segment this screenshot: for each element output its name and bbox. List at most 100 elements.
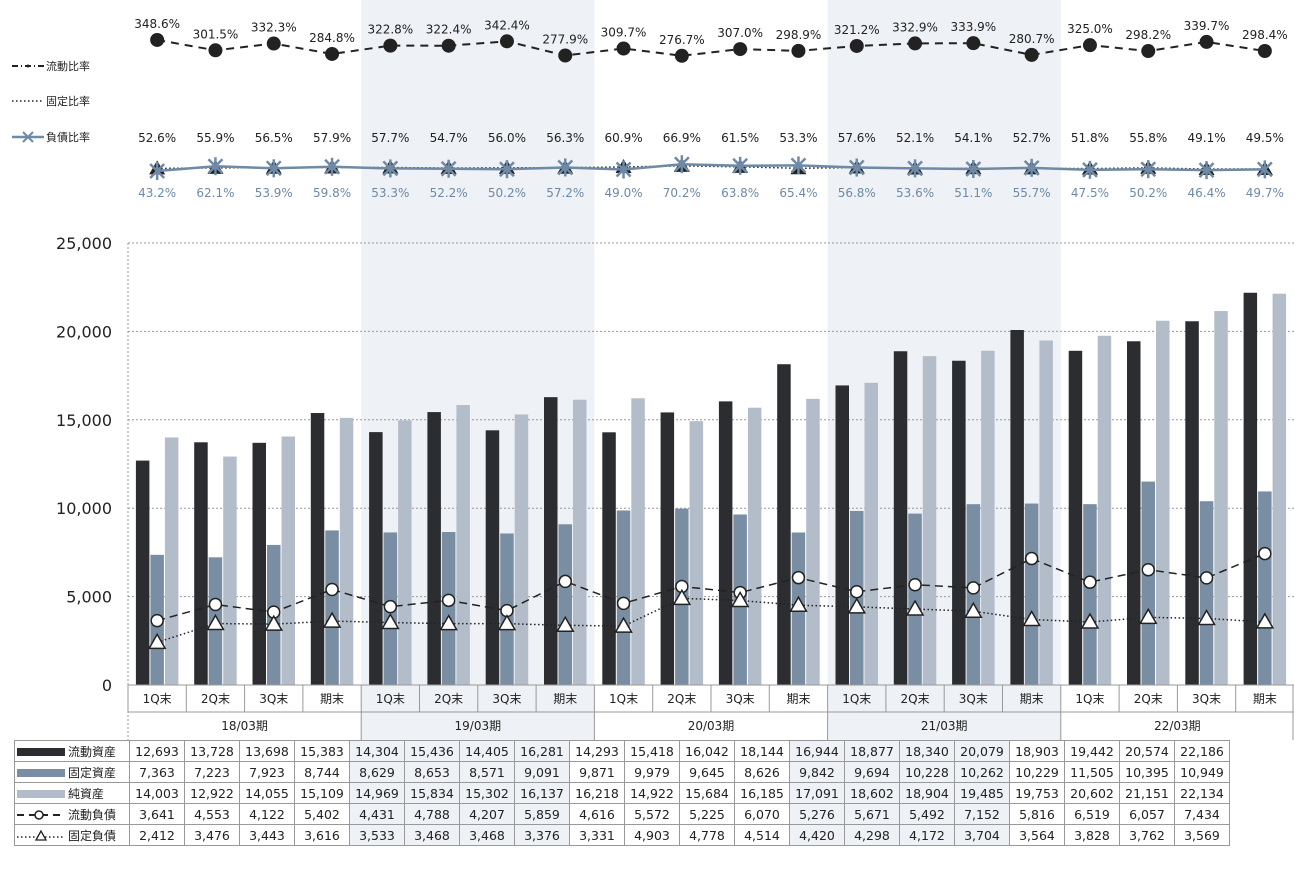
bar — [485, 430, 500, 685]
y-tick-label: 20,000 — [56, 322, 112, 341]
current-ratio-label: 342.4% — [484, 18, 530, 32]
current-ratio-label: 284.8% — [309, 31, 355, 45]
current-ratio-point — [266, 36, 281, 51]
current-ratio-label: 298.2% — [1125, 28, 1171, 42]
row-label-text: 流動資産 — [68, 744, 117, 759]
table-cell: 3,569 — [1174, 824, 1230, 846]
y-tick-label: 5,000 — [66, 588, 112, 607]
table-cell: 3,468 — [404, 824, 460, 846]
legend-marker — [26, 64, 30, 68]
current-liabilities-point — [325, 582, 339, 597]
current-liabilities-point — [1083, 575, 1097, 589]
table-cell: 8,571 — [459, 761, 515, 783]
bar — [1214, 311, 1228, 685]
fixed-liabilities-line — [156, 597, 1265, 644]
table-row: 流動負債 3,641 4,553 4,122 5,402 4,431 4,788 4,207 5… — [14, 803, 1230, 825]
debt-ratio-label: 63.8% — [721, 186, 759, 200]
bar — [835, 385, 849, 685]
current-ratio-line — [156, 38, 1266, 57]
period-label: 20/03期 — [688, 719, 735, 733]
row-label: 固定負債 — [14, 824, 130, 846]
table-cell: 7,152 — [954, 803, 1010, 825]
bar — [427, 412, 441, 685]
bar — [1199, 501, 1214, 685]
fixed-liabilities-point — [147, 632, 167, 650]
table-cell: 17,091 — [789, 782, 845, 804]
fixed-liabilities-point — [1022, 610, 1041, 627]
debt-ratio-point — [1023, 158, 1040, 177]
bar — [1097, 335, 1112, 685]
legend-item: 負債比率 — [12, 130, 90, 144]
debt-ratio-label: 50.2% — [1129, 186, 1167, 200]
period-label: 22/03期 — [1154, 719, 1201, 733]
fixed-liabilities-point — [789, 595, 808, 612]
current-liabilities-point — [441, 593, 456, 608]
table-cell: 3,828 — [1064, 824, 1120, 846]
table-cell: 3,564 — [1009, 824, 1065, 846]
table-cell: 2,412 — [129, 824, 185, 846]
fixed-ratio-label: 56.3% — [546, 131, 584, 145]
current-liabilities-point — [150, 613, 164, 628]
bar — [456, 405, 470, 685]
table-cell: 3,331 — [569, 824, 625, 846]
current-ratio-label: 298.9% — [776, 28, 822, 42]
table-cell: 16,281 — [514, 740, 570, 762]
table-cell: 14,969 — [349, 782, 405, 804]
table-cell: 14,304 — [349, 740, 405, 762]
current-ratio-point — [441, 38, 456, 53]
fixed-ratio-label: 61.5% — [721, 131, 759, 145]
current-ratio-label: 301.5% — [193, 27, 239, 41]
fixed-ratio-label: 49.1% — [1187, 131, 1225, 145]
table-cell: 15,302 — [459, 782, 515, 804]
data-table: 流動資産 12,693 13,728 13,698 15,383 14,304 15,436… — [14, 740, 1230, 846]
legend-label: 固定比率 — [46, 94, 90, 108]
bar — [339, 417, 354, 685]
current-liabilities-point — [1141, 562, 1155, 577]
table-cell: 14,405 — [459, 740, 515, 762]
table-cell: 15,436 — [404, 740, 460, 762]
bar — [1083, 504, 1097, 685]
fixed-ratio-label: 56.5% — [255, 131, 293, 145]
table-cell: 5,402 — [294, 803, 350, 825]
table-cell: 10,229 — [1009, 761, 1065, 783]
table-cell: 3,533 — [349, 824, 405, 846]
current-ratio-point — [208, 43, 223, 58]
debt-ratio-point — [790, 156, 807, 175]
table-row: 流動資産 12,693 13,728 13,698 15,383 14,304 15,436… — [14, 740, 1230, 762]
x-tick-label: 2Q末 — [667, 692, 696, 706]
current-ratio-point — [791, 43, 806, 58]
table-cell: 8,629 — [349, 761, 405, 783]
table-cell: 6,070 — [734, 803, 790, 825]
bar — [806, 398, 820, 685]
legend-swatch — [17, 810, 65, 820]
fixed-liabilities-point — [497, 614, 517, 631]
table-cell: 5,671 — [844, 803, 900, 825]
table-row: 純資産 14,003 12,922 14,055 15,109 14,969 15,834 1… — [14, 782, 1230, 804]
fixed-ratio-label: 52.7% — [1013, 131, 1051, 145]
fixed-ratio-label: 57.9% — [313, 131, 351, 145]
fixed-liabilities-point — [1080, 612, 1100, 629]
row-label: 流動負債 — [14, 803, 130, 825]
debt-ratio-label: 49.7% — [1246, 186, 1284, 200]
fixed-liabilities-point — [614, 616, 633, 633]
fixed-liabilities-point — [322, 611, 342, 628]
table-cell: 9,645 — [679, 761, 735, 783]
debt-ratio-point — [382, 159, 399, 178]
bar — [1156, 320, 1170, 685]
table-cell: 14,055 — [239, 782, 295, 804]
legend-label: 負債比率 — [46, 130, 90, 144]
fixed-ratio-label: 54.7% — [430, 131, 468, 145]
debt-ratio-point — [615, 160, 632, 179]
row-label: 流動資産 — [14, 740, 130, 762]
row-label-text: 固定負債 — [68, 828, 117, 843]
table-cell: 5,492 — [899, 803, 955, 825]
table-cell: 14,003 — [129, 782, 185, 804]
table-row: 固定資産 7,363 7,223 7,923 8,744 8,629 8,653 8,571 9… — [14, 761, 1230, 783]
table-cell: 20,079 — [954, 740, 1010, 762]
fixed-liabilities-point — [847, 597, 867, 614]
x-tick-label: 1Q末 — [143, 692, 172, 706]
current-ratio-point — [558, 48, 573, 63]
period-label: 19/03期 — [455, 719, 502, 733]
current-ratio-label: 309.7% — [601, 26, 647, 40]
